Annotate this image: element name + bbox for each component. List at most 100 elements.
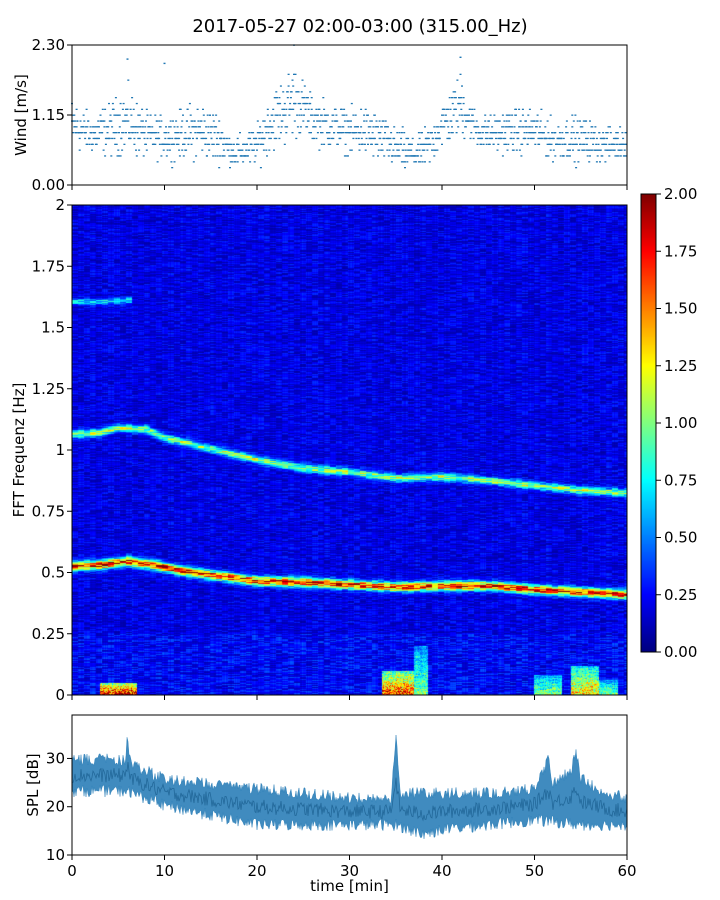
wind-point [369, 120, 372, 122]
wind-point [428, 161, 431, 163]
wind-point [404, 161, 406, 163]
wind-point [289, 102, 292, 105]
wind-point [530, 132, 533, 134]
wind-point [330, 137, 333, 140]
wind-point [135, 126, 137, 128]
wind-point [441, 143, 443, 145]
wind-point [568, 143, 571, 145]
wind-point [357, 126, 359, 128]
wind-point [538, 126, 541, 128]
wind-point [451, 97, 453, 99]
wind-point [432, 143, 435, 145]
wind-point [246, 155, 249, 157]
wind-ytick-label: 0.00 [32, 176, 65, 194]
spl-ylabel: SPL [dB] [24, 753, 42, 816]
wind-point [79, 120, 82, 122]
wind-point [283, 108, 285, 110]
wind-point [454, 108, 457, 110]
wind-point [229, 161, 232, 163]
wind-point [220, 137, 223, 140]
wind-point [248, 149, 251, 151]
wind-point [587, 132, 590, 134]
wind-point [519, 120, 522, 122]
wind-point [545, 137, 548, 140]
wind-point [225, 137, 228, 140]
wind-point [96, 137, 99, 140]
wind-point [143, 132, 146, 134]
wind-point [75, 108, 78, 110]
wind-point [534, 132, 537, 134]
wind-point [279, 114, 282, 116]
wind-point [219, 155, 221, 157]
wind-point [111, 126, 114, 128]
spl-xtick-label: 30 [340, 862, 359, 880]
wind-point [239, 149, 241, 151]
wind-point [104, 155, 107, 157]
wind-point [533, 120, 536, 122]
wind-point [541, 137, 544, 140]
wind-point [615, 137, 618, 140]
wind-point [550, 137, 553, 140]
wind-point [377, 149, 380, 151]
wind-point [160, 155, 163, 157]
wind-point [496, 120, 499, 122]
wind-point [595, 143, 598, 145]
wind-point [400, 137, 403, 140]
wind-point [135, 102, 138, 105]
wind-point [390, 132, 393, 134]
wind-point [445, 108, 448, 110]
wind-point [535, 126, 538, 128]
wind-point [589, 120, 591, 122]
wind-point [346, 132, 349, 134]
wind-point [414, 161, 417, 163]
wind-point [393, 126, 396, 128]
colorbar-tick-label: 1.00 [664, 414, 697, 432]
wind-point [408, 149, 411, 151]
wind-point [153, 132, 156, 134]
wind-point [202, 114, 205, 116]
wind-point [138, 137, 141, 140]
wind-point [206, 143, 209, 145]
wind-point [511, 114, 514, 116]
wind-point [78, 137, 81, 140]
wind-point [140, 120, 143, 122]
wind-point [114, 114, 117, 116]
wind-point [292, 108, 295, 110]
wind-point [141, 126, 144, 128]
wind-point [397, 143, 400, 145]
wind-point [183, 137, 186, 140]
wind-point [203, 137, 206, 140]
wind-point [479, 132, 482, 134]
wind-point [559, 155, 562, 157]
wind-point [311, 114, 314, 116]
wind-point [537, 137, 540, 140]
wind-point [185, 120, 188, 122]
wind-point [354, 126, 357, 128]
wind-point [297, 91, 300, 93]
wind-point [285, 108, 288, 110]
wind-point [532, 132, 535, 134]
wind-point [441, 126, 444, 128]
wind-point [73, 114, 76, 116]
wind-point [94, 132, 97, 134]
wind-point [436, 137, 439, 140]
wind-point [472, 120, 475, 122]
wind-point [524, 137, 527, 140]
wind-point [212, 120, 215, 122]
wind-point [271, 114, 274, 116]
wind-point [569, 155, 571, 157]
wind-point [565, 120, 568, 122]
wind-point [468, 114, 470, 116]
wind-point [592, 143, 595, 145]
wind-point [544, 126, 547, 128]
wind-point [505, 114, 508, 116]
wind-point [173, 161, 176, 163]
wind-point [572, 132, 575, 134]
wind-point [199, 126, 201, 128]
wind-point [160, 120, 163, 122]
wind-point [184, 132, 187, 134]
wind-point [536, 120, 539, 122]
wind-point [609, 149, 612, 151]
wind-point [168, 126, 171, 128]
wind-point [316, 132, 319, 134]
